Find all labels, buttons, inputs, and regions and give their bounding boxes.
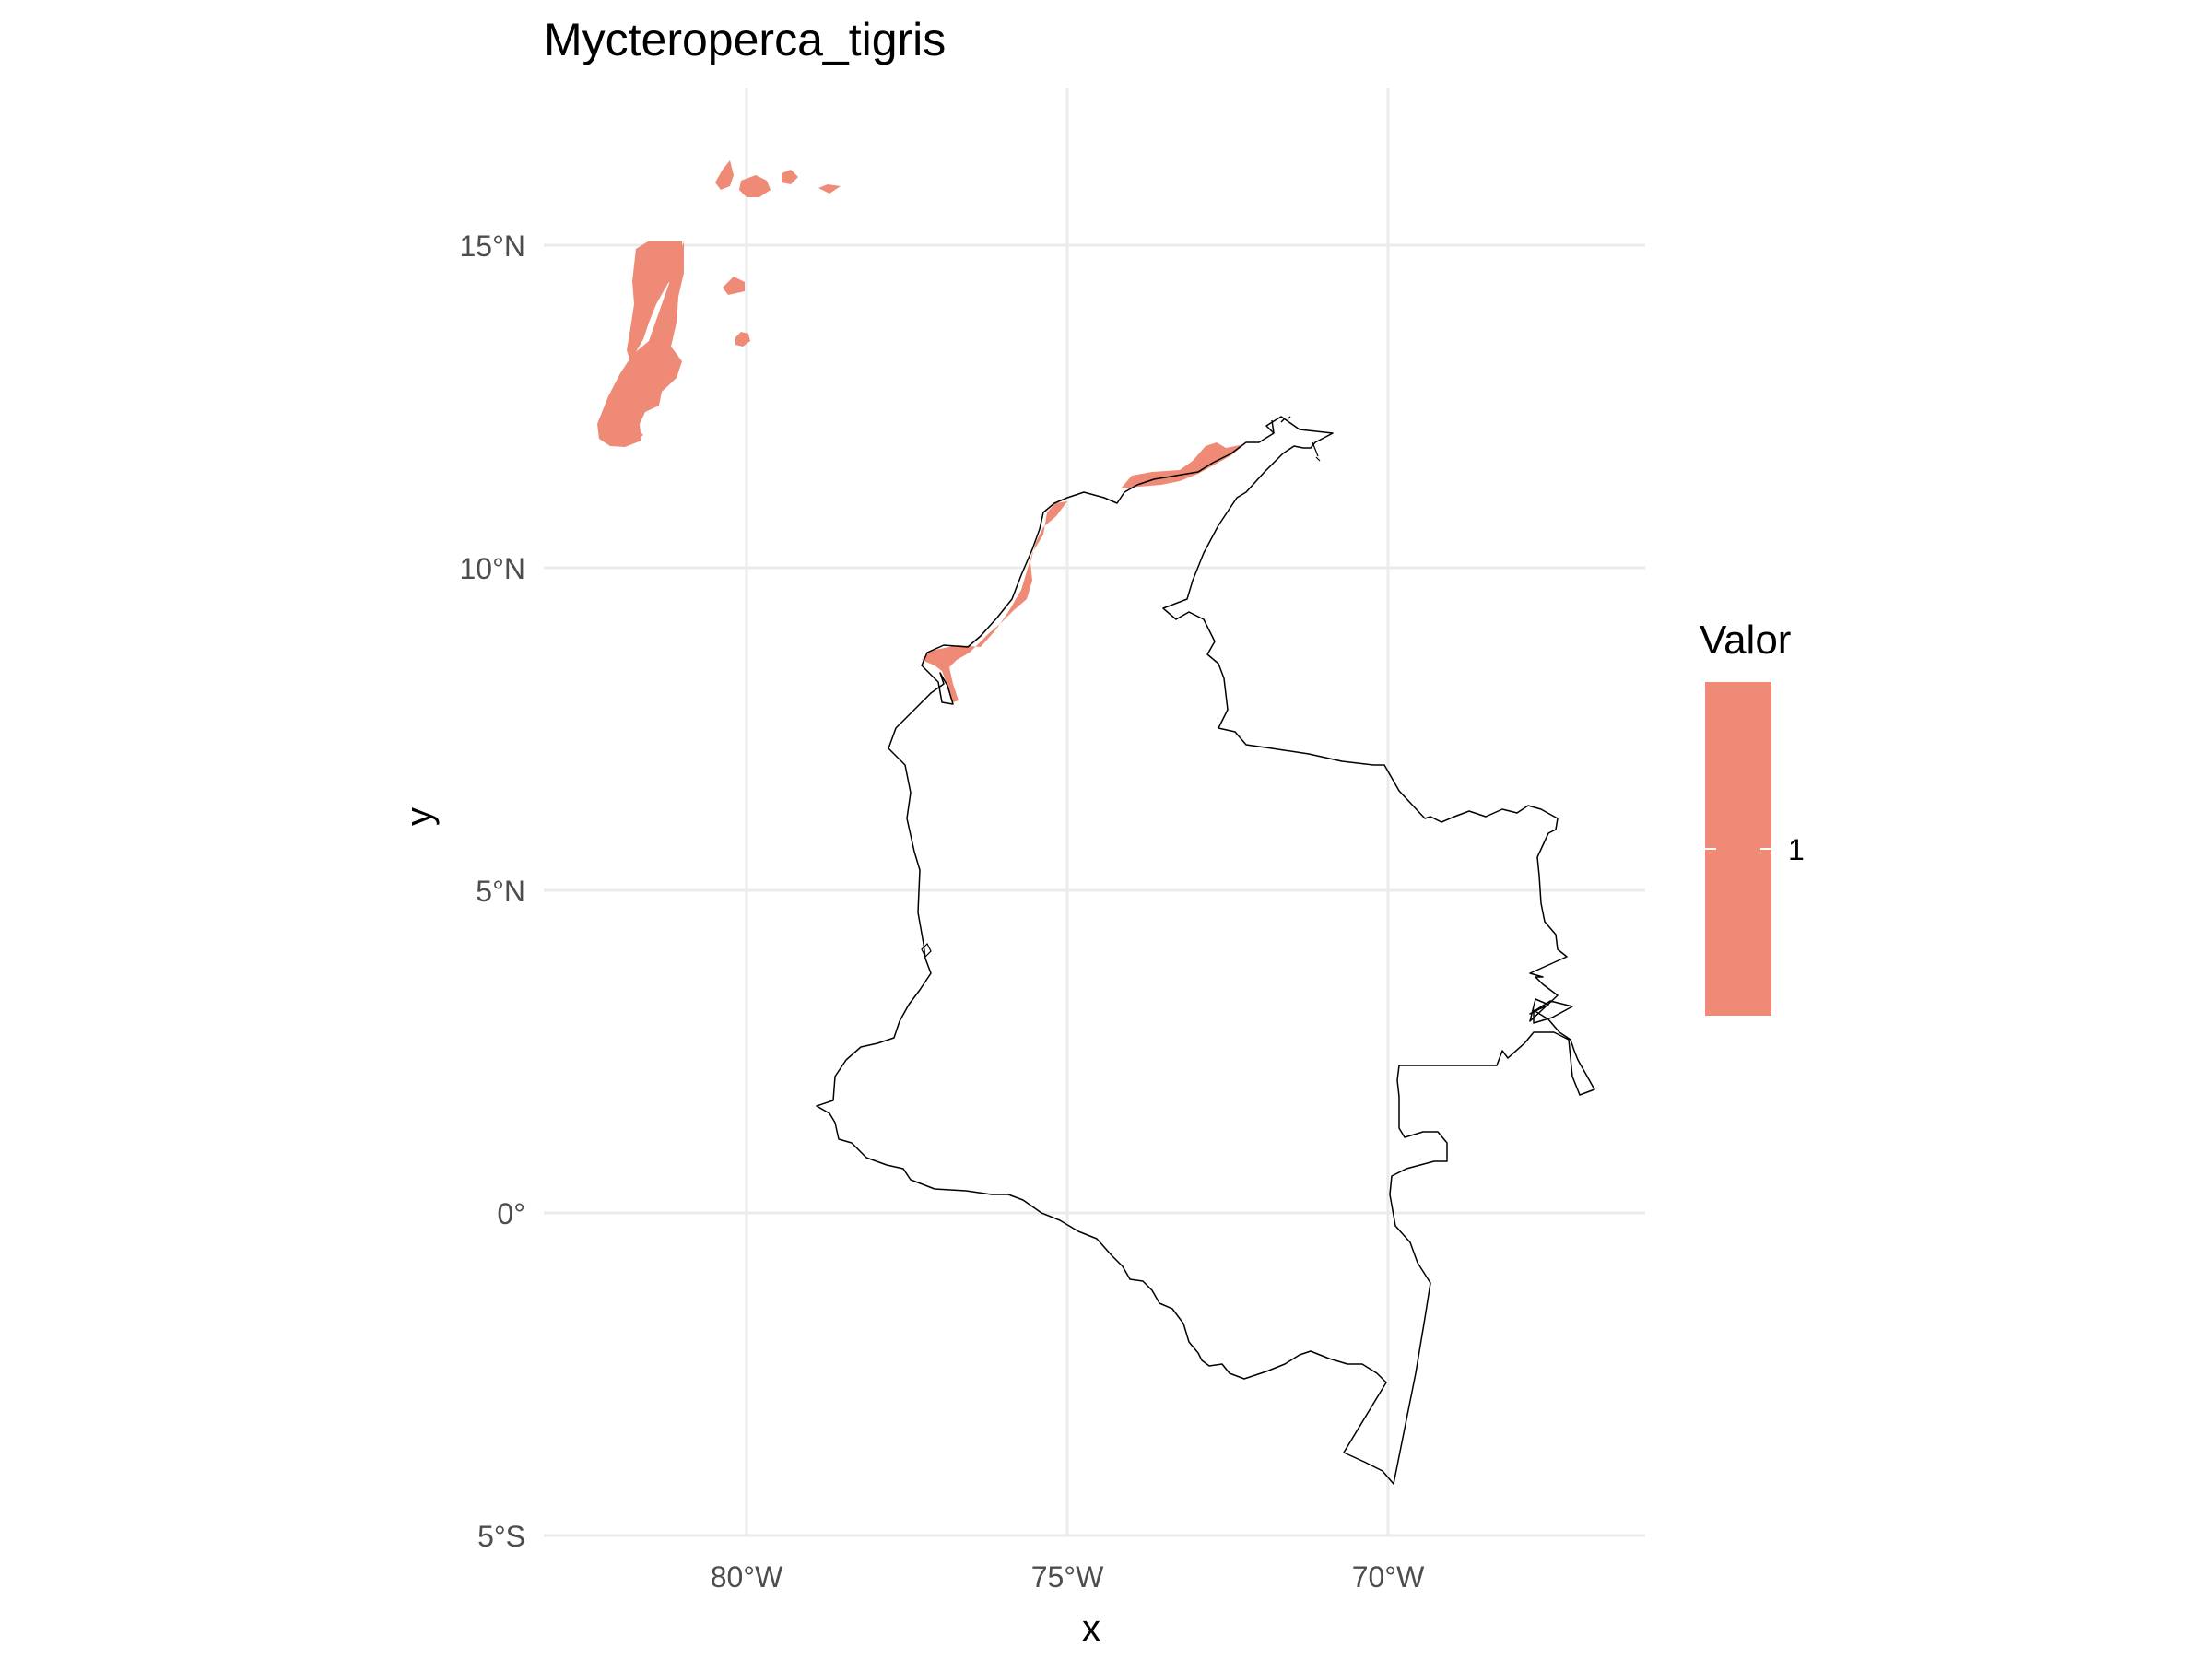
- range-patch-guajira-coast: [1121, 442, 1244, 488]
- y-axis-title: y: [399, 807, 440, 826]
- coast-islet: [1312, 441, 1321, 462]
- range-patch-cay-3: [715, 160, 734, 190]
- x-axis-ticks: 80°W 75°W 70°W: [711, 1560, 1425, 1594]
- legend-colorbar: [1705, 682, 1771, 1016]
- plot-title: Mycteroperca_tigris: [544, 14, 947, 65]
- x-axis-title: x: [1082, 1608, 1100, 1649]
- range-patch-cay-5: [782, 170, 798, 184]
- colombia-outline-detail: [1271, 416, 1291, 434]
- legend-entry-label: 1: [1788, 833, 1805, 866]
- range-patch-caribbean-coast: [922, 501, 1067, 702]
- y-tick-label: 0°: [497, 1197, 525, 1230]
- y-axis-ticks: 15°N 10°N 5°N 0° 5°S: [460, 229, 526, 1553]
- species-range: [597, 160, 1244, 702]
- x-tick-label: 80°W: [711, 1560, 783, 1594]
- range-patch-cay-2: [723, 276, 745, 295]
- x-tick-label: 70°W: [1352, 1560, 1425, 1594]
- range-patch-cay-6: [818, 184, 841, 194]
- range-patch-san-andres: [597, 241, 684, 447]
- y-tick-label: 5°N: [476, 875, 525, 908]
- colombia-outline: [816, 416, 1595, 1485]
- range-patch-cay-1: [735, 332, 750, 347]
- y-tick-label: 10°N: [460, 552, 526, 585]
- y-tick-label: 5°S: [477, 1520, 525, 1553]
- range-patch-cay-4: [739, 175, 771, 197]
- range-patch-cay-7: [627, 428, 643, 441]
- coast-islet-2: [921, 942, 932, 959]
- range-patch-providencia: [627, 241, 684, 361]
- y-tick-label: 15°N: [460, 229, 526, 263]
- x-tick-label: 75°W: [1031, 1560, 1104, 1594]
- grid-lines: [544, 88, 1645, 1537]
- legend-title: Valor: [1700, 618, 1792, 663]
